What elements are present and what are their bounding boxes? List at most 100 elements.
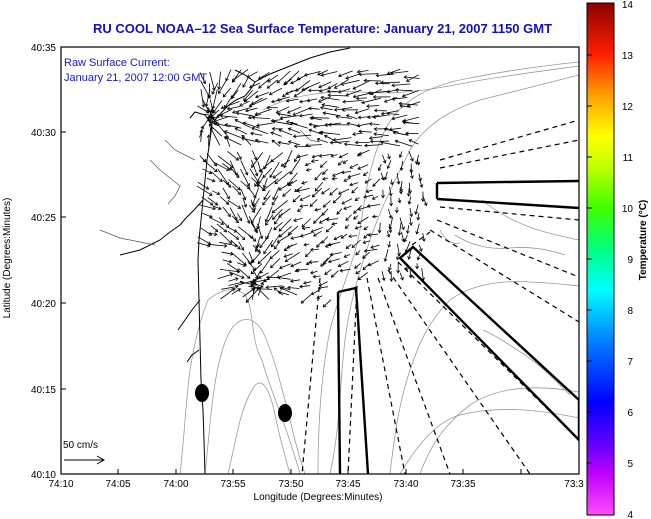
current-vector (399, 151, 403, 158)
current-vector-head (279, 286, 283, 291)
current-vector-head (410, 175, 414, 179)
current-vector (299, 113, 313, 117)
current-vector-head (349, 165, 353, 169)
current-vector (238, 241, 244, 251)
current-vector-head (295, 88, 299, 92)
current-vector (372, 215, 378, 218)
current-vector (249, 97, 268, 107)
current-vector-head (331, 176, 336, 181)
current-vector-head (308, 128, 313, 133)
current-vector (345, 224, 350, 229)
current-vector-head (333, 107, 338, 112)
current-vector-head (254, 94, 259, 99)
current-vector-head (233, 229, 238, 233)
current-vector-head (337, 89, 342, 94)
current-vector-head (351, 189, 355, 194)
current-vector (357, 164, 369, 170)
current-vector (226, 263, 240, 272)
current-vector (373, 133, 389, 137)
current-vector (310, 270, 318, 274)
current-vector (415, 154, 419, 165)
current-vector (297, 188, 310, 192)
current-vector-head (296, 76, 301, 81)
current-vector (278, 141, 290, 145)
current-vector (218, 78, 228, 94)
current-vector (311, 227, 323, 233)
current-vector (250, 207, 262, 224)
current-vector-head (320, 95, 324, 100)
current-vector (272, 120, 292, 126)
current-vector-head (389, 181, 394, 186)
current-vector-head (416, 161, 421, 166)
current-vector-head (275, 110, 280, 114)
current-vector-head (405, 131, 409, 136)
current-vector-head (246, 220, 251, 224)
current-vector-head (342, 160, 347, 164)
x-tick-label: 74:00 (163, 479, 188, 490)
current-vector (311, 159, 319, 162)
current-vector-head (262, 187, 266, 192)
current-vector-head (357, 220, 361, 225)
y-tick-label: 40:20 (31, 299, 56, 310)
current-vector-head (391, 116, 396, 121)
current-vector-head (299, 197, 304, 201)
current-vector-head (312, 274, 317, 279)
current-vector (238, 268, 251, 279)
current-vector-head (398, 154, 403, 158)
current-vector-head (382, 160, 387, 164)
current-vector (330, 141, 350, 144)
current-vector (346, 115, 358, 120)
current-vector (310, 248, 320, 251)
current-vector (349, 182, 359, 186)
current-vector-head (324, 271, 328, 275)
current-vector (367, 115, 380, 118)
current-vector (258, 77, 271, 89)
current-vector-head (318, 130, 322, 135)
current-vector-head (271, 139, 276, 144)
current-vector-head (373, 108, 378, 113)
current-vector (272, 186, 280, 200)
current-vector-head (207, 120, 212, 124)
current-vector-head (354, 110, 359, 115)
current-vector-head (383, 176, 388, 181)
current-vector (355, 250, 361, 256)
current-vector-head (294, 268, 299, 273)
current-vector-head (320, 263, 324, 267)
current-vector-head (299, 99, 303, 104)
current-vector (263, 239, 274, 254)
current-vector-head (394, 209, 399, 214)
current-vector-head (218, 206, 222, 211)
current-vector (202, 212, 213, 218)
current-vector (372, 178, 381, 187)
current-vector-head (325, 228, 330, 233)
current-vector (422, 195, 427, 206)
current-vector-head (322, 171, 326, 175)
current-vector-head (347, 174, 352, 179)
current-vector-head (207, 115, 211, 120)
current-vector-head (330, 274, 335, 278)
current-vector (257, 177, 264, 187)
current-vector (399, 103, 418, 106)
current-vector-head (265, 285, 269, 290)
current-vector (292, 194, 301, 203)
current-vector-head (303, 72, 308, 77)
current-vector-head (246, 74, 251, 78)
current-vector-head (208, 123, 213, 128)
current-vector (250, 199, 256, 211)
current-vector-head (273, 287, 278, 291)
current-vector (384, 97, 398, 103)
current-vector (263, 178, 268, 188)
current-vector (319, 281, 328, 287)
current-vector (206, 177, 215, 182)
current-vector (355, 270, 361, 275)
current-vector (321, 236, 329, 244)
current-vector (294, 186, 303, 192)
x-tick-label: 73:45 (335, 479, 360, 490)
current-vector-head (240, 247, 245, 251)
current-vector-head (249, 84, 253, 89)
current-vector (283, 253, 293, 258)
current-vector-head (258, 85, 262, 89)
current-vector-head (243, 98, 248, 103)
current-vector (391, 114, 408, 120)
current-vector-head (262, 174, 267, 179)
